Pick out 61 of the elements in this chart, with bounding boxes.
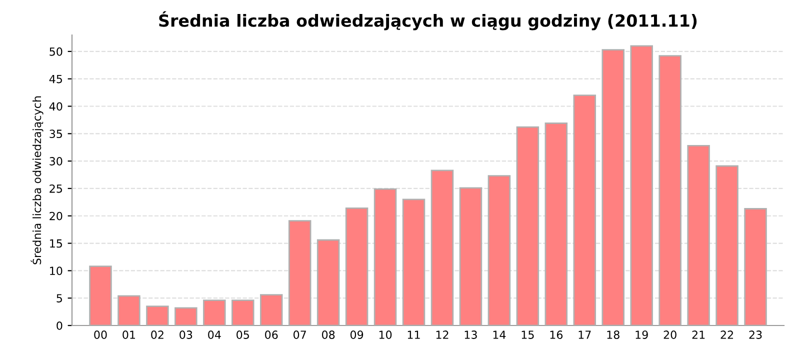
x-tick-label: 11 (408, 330, 420, 339)
x-tick-label: 06 (265, 330, 278, 339)
bar (402, 198, 426, 326)
y-tick-label: 0 (56, 321, 62, 330)
y-tick-label: 25 (50, 184, 62, 193)
bar (488, 175, 511, 326)
x-tick-label: 07 (294, 330, 306, 339)
x-tick-label: 17 (578, 330, 591, 339)
y-tick-label: 30 (50, 157, 62, 166)
bar (260, 294, 283, 326)
y-tick-label: 5 (56, 294, 62, 302)
x-tick-label: 04 (208, 330, 221, 339)
x-tick-label: 12 (436, 330, 448, 339)
bar (203, 300, 226, 326)
chart-title: Średnia liczba odwiedzających w ciągu godziny (2011.11) (159, 11, 697, 30)
bar (89, 266, 112, 326)
x-tick-label: 10 (379, 330, 392, 339)
bar (118, 295, 140, 326)
x-tick-label: 23 (749, 330, 762, 339)
x-tick-label: 18 (607, 330, 620, 339)
bar (544, 122, 568, 326)
bar (573, 94, 596, 326)
y-tick-label: 10 (50, 266, 62, 276)
y-tick-label: 35 (50, 130, 62, 138)
x-tick-label: 19 (636, 330, 648, 339)
bar (430, 170, 454, 326)
x-tick-label: 01 (122, 330, 136, 339)
y-tick-label: 15 (50, 239, 62, 248)
y-tick-label: 20 (50, 212, 62, 220)
y-tick-label: 45 (49, 74, 62, 84)
x-tick-label: 21 (692, 330, 705, 339)
bar (602, 49, 624, 326)
x-tick-label: 02 (151, 330, 164, 339)
bar (316, 239, 340, 326)
bar (146, 306, 169, 326)
bar (374, 188, 397, 326)
x-tick-label: 14 (493, 330, 506, 339)
bar (716, 165, 738, 326)
x-tick-label: 09 (350, 330, 364, 339)
x-tick-label: 08 (322, 330, 335, 339)
bar (288, 220, 312, 326)
x-tick-label: 05 (236, 330, 249, 339)
x-tick-label: 13 (464, 330, 477, 339)
bar (516, 126, 540, 326)
bar (459, 187, 482, 326)
x-tick-label: 00 (94, 330, 107, 339)
x-tick-label: 03 (180, 330, 192, 339)
x-tick-label: 20 (664, 330, 676, 339)
x-tick-label: 15 (522, 330, 534, 339)
y-tick-label: 40 (49, 102, 62, 111)
bar (687, 145, 710, 326)
bar (658, 55, 682, 326)
bar (232, 300, 254, 326)
bar (630, 45, 653, 326)
bar (744, 208, 767, 326)
y-axis-title: Średnia liczba odwiedzających (30, 96, 44, 264)
x-tick-label: 16 (550, 330, 563, 339)
y-tick-label: 50 (50, 47, 62, 56)
x-tick-label: 22 (720, 330, 733, 339)
bar (345, 208, 368, 326)
bar (174, 307, 198, 326)
